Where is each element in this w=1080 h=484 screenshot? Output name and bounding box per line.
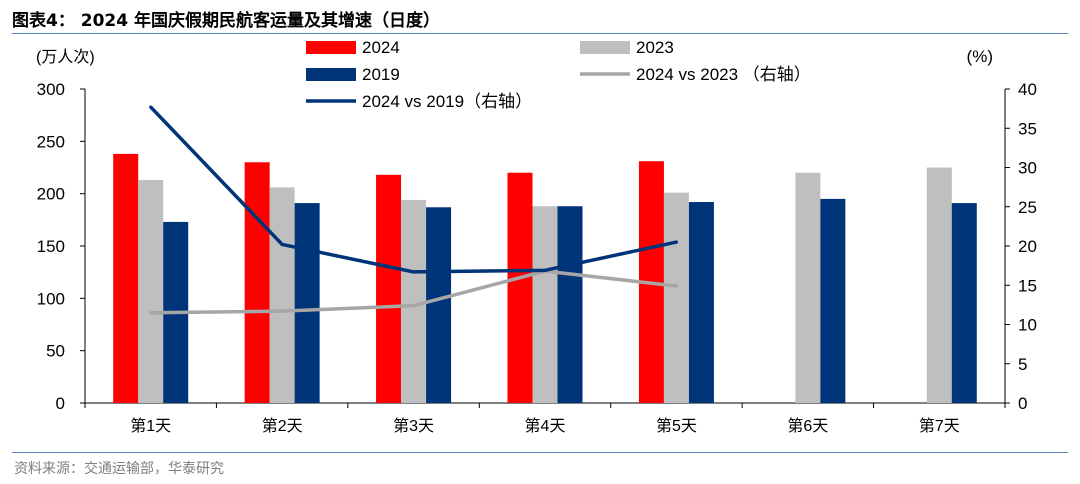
- bar-2024: [376, 174, 402, 403]
- x-tick-label: 第6天: [787, 417, 828, 435]
- legend-label: 2024: [362, 38, 400, 57]
- bar-2019: [820, 198, 846, 403]
- bar-2019: [294, 203, 320, 403]
- legend-label: 2019: [362, 65, 400, 84]
- legend-swatch: [306, 68, 356, 81]
- legend-swatch: [580, 41, 630, 54]
- source-note: 资料来源：交通运输部，华泰研究: [14, 461, 224, 477]
- legend-group: 2024 2023 2019 2024 vs 2023 （右轴） 2024 vs 201…: [306, 38, 811, 111]
- legend-label: 2023: [636, 38, 674, 57]
- left-tick-label: 0: [56, 394, 65, 413]
- line-point-2: [674, 240, 679, 244]
- bar-2023: [532, 206, 558, 403]
- bar-2019: [426, 207, 452, 403]
- right-tick-label: 25: [1018, 198, 1037, 217]
- lines-group: [149, 105, 679, 315]
- bar-2019: [688, 202, 714, 403]
- right-tick-label: 5: [1018, 355, 1027, 374]
- right-tick-label: 40: [1018, 80, 1037, 99]
- bar-2023: [795, 172, 821, 403]
- right-tick-label: 35: [1018, 119, 1037, 138]
- title-divider: [12, 33, 1068, 34]
- right-tick-label: 15: [1018, 276, 1037, 295]
- line-point-1: [674, 284, 679, 288]
- left-axis-title: (万人次): [36, 48, 95, 66]
- line-point-1: [280, 309, 284, 313]
- chart-canvas: 0 50 100 150 200 250 300 0 5 10 15 20 25 30 35 40 (万人次) (…: [36, 38, 1037, 435]
- figure-title: 图表4： 2024 年国庆假期民航客运量及其增速（日度）: [12, 11, 440, 31]
- left-tick-label: 50: [46, 342, 65, 361]
- line-point-1: [149, 311, 153, 315]
- bar-2024: [113, 153, 139, 403]
- right-tick-label: 30: [1018, 159, 1037, 178]
- line-point-2: [149, 105, 153, 109]
- left-tick-label: 100: [37, 289, 65, 308]
- bar-2023: [663, 192, 689, 403]
- right-axis-title: (%): [967, 47, 993, 66]
- source-divider: [12, 452, 1068, 453]
- line-point-2: [543, 268, 547, 272]
- left-tick-label: 300: [37, 80, 65, 99]
- line-point-2: [280, 242, 284, 247]
- left-tick-label: 250: [37, 132, 65, 151]
- legend-swatch: [306, 41, 356, 54]
- left-tick-label: 200: [37, 185, 65, 204]
- right-tick-label: 20: [1018, 237, 1037, 256]
- x-tick-label: 第4天: [525, 417, 566, 435]
- line-point-1: [411, 304, 416, 308]
- x-tick-label: 第1天: [130, 417, 171, 435]
- bar-2024: [244, 162, 270, 403]
- legend-label: 2024 vs 2019（右轴）: [362, 92, 532, 111]
- bar-2023: [269, 187, 295, 403]
- x-tick-label: 第5天: [656, 417, 697, 435]
- bars-group: [113, 153, 977, 403]
- legend-label: 2024 vs 2023 （右轴）: [636, 65, 811, 84]
- bar-2019: [557, 206, 583, 403]
- right-tick-label: 10: [1018, 316, 1037, 335]
- line-point-2: [411, 270, 416, 274]
- x-tick-label: 第7天: [919, 417, 960, 435]
- bar-2019: [951, 203, 977, 403]
- right-tick-label: 0: [1018, 394, 1027, 413]
- left-tick-label: 150: [37, 237, 65, 256]
- bar-2023: [138, 180, 164, 403]
- bar-2023: [401, 199, 427, 403]
- x-tick-label: 第3天: [393, 417, 434, 435]
- bar-2024: [507, 172, 533, 403]
- x-tick-label: 第2天: [262, 417, 303, 435]
- bar-2023: [926, 167, 952, 403]
